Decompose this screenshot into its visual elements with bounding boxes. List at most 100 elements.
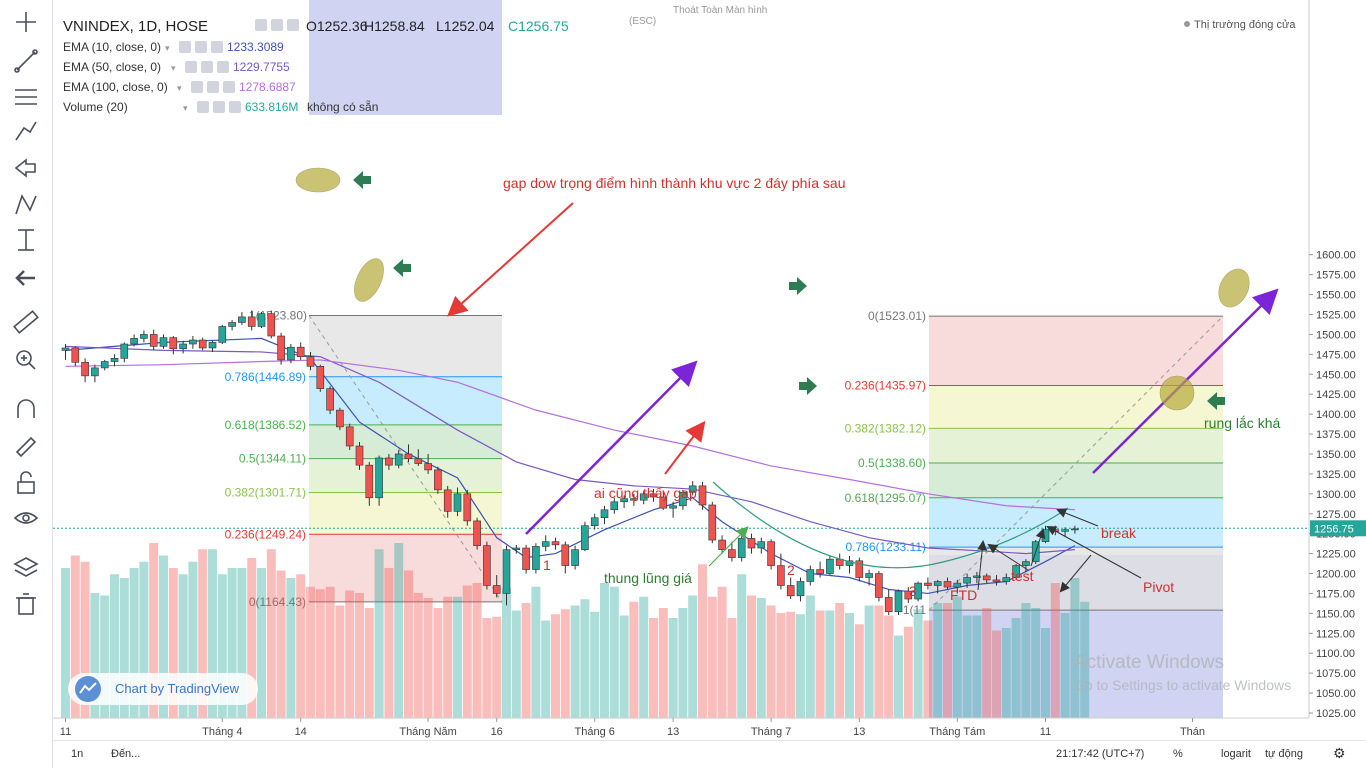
volume-bar <box>776 613 786 718</box>
highlight-ellipse <box>1218 268 1250 308</box>
volume-bar <box>874 605 884 718</box>
windows-watermark-sub: Go to Settings to activate Windows <box>1074 677 1291 693</box>
pattern-icon[interactable] <box>15 194 37 215</box>
tradingview-icon <box>79 682 97 694</box>
eye-icon[interactable] <box>13 512 39 524</box>
ema-line <box>65 337 1076 595</box>
ruler-icon[interactable] <box>13 310 39 334</box>
volume-bar <box>266 549 276 718</box>
candle <box>110 354 119 367</box>
candle <box>718 535 726 554</box>
volume-bar <box>511 610 521 718</box>
price-tick-label: 1525.00 <box>1316 310 1356 322</box>
candle <box>414 449 423 466</box>
arrow-left-shape-icon[interactable] <box>14 158 36 178</box>
horizontal-lines-icon[interactable] <box>15 89 37 105</box>
indicator-label: EMA (10, close, 0) <box>63 40 161 54</box>
chevron-down-icon: ▾ <box>183 103 188 113</box>
candle <box>306 351 315 371</box>
crosshair-icon[interactable] <box>16 12 36 32</box>
time-tick-label: 16 <box>491 726 503 738</box>
indicator-value: 1233.3089 <box>227 40 284 54</box>
candle <box>620 495 628 509</box>
candle <box>277 332 285 365</box>
volume-bar <box>413 593 423 718</box>
tradingview-logo[interactable]: Chart by TradingView <box>68 673 258 705</box>
candle <box>884 589 893 615</box>
candle <box>659 490 668 510</box>
ohlc-high: H1258.84 <box>364 18 425 34</box>
price-chart[interactable]: 1(1523.80) 0.786(1446.89) 0.618(1386.52) 0.… <box>53 0 1366 740</box>
symbol-title[interactable]: VNINDEX, 1D, HOSE <box>63 18 208 35</box>
volume-bar <box>600 583 609 718</box>
volume-bar <box>923 620 933 718</box>
candle <box>786 577 795 600</box>
indicator-label: EMA (100, close, 0) <box>63 80 168 94</box>
volume-bar <box>658 608 668 718</box>
price-tick-label: 1200.00 <box>1316 569 1356 581</box>
indicator-action-icon <box>213 101 225 113</box>
lock-icon[interactable] <box>17 471 35 494</box>
fullscreen-hint[interactable]: Thoát Toàn Màn hình <box>673 5 767 16</box>
range-1n-button[interactable]: 1n <box>71 748 84 760</box>
fib-right-zone <box>929 547 1223 611</box>
lock-drawing-icon[interactable] <box>15 436 37 458</box>
goto-date-button[interactable]: Đến... <box>111 748 141 760</box>
volume-bar <box>894 635 903 718</box>
path-icon[interactable] <box>15 121 37 141</box>
settings-gear-icon[interactable]: ⚙ <box>1333 745 1346 761</box>
candle <box>806 565 815 586</box>
candle <box>933 579 942 594</box>
indicator-label: EMA (50, close, 0) <box>63 60 161 74</box>
price-tick-label: 1400.00 <box>1316 409 1356 421</box>
candle <box>973 571 981 584</box>
volume-bar <box>276 570 286 718</box>
fib-left-level-label: 0(1164.43) <box>249 595 306 609</box>
volume-bar <box>551 614 560 718</box>
volume-bar <box>1001 628 1011 718</box>
price-tick-label: 1175.00 <box>1316 588 1355 600</box>
fib-right-level-label: 0.618(1295.07) <box>845 491 926 505</box>
fib-right-trend <box>928 315 1224 611</box>
note-thung-lung: thung lũng giá <box>604 570 692 586</box>
trend-line-icon[interactable] <box>14 49 38 73</box>
fib-right-level-label: 0(1523.01) <box>868 309 926 323</box>
candle <box>473 517 481 550</box>
projection-icon[interactable] <box>18 229 34 251</box>
candle <box>826 555 834 576</box>
volume-bar <box>649 618 658 718</box>
volume-bar <box>835 603 845 718</box>
volume-bar <box>678 608 688 718</box>
arrow-thung-lung <box>708 526 749 567</box>
candle <box>257 312 266 329</box>
candle <box>267 310 276 339</box>
volume-bar <box>992 630 1001 718</box>
indicator-action-icon <box>195 41 207 53</box>
volume-bar <box>952 596 962 718</box>
back-arrow-icon[interactable] <box>15 270 35 286</box>
valley-curve <box>712 481 1069 569</box>
volume-bar <box>443 596 453 718</box>
auto-toggle[interactable]: tự động <box>1265 748 1303 760</box>
price-tick-label: 1275.00 <box>1316 509 1356 521</box>
volume-bar <box>1050 583 1060 718</box>
marker-arrow-left <box>1207 392 1225 410</box>
zoom-in-icon[interactable] <box>16 350 36 370</box>
layers-icon[interactable] <box>13 557 39 577</box>
volume-bar <box>492 616 502 718</box>
volume-bar <box>717 586 727 718</box>
arrow-test-2 <box>1030 528 1046 567</box>
percent-toggle[interactable]: % <box>1173 748 1183 760</box>
time-tick-label: Tháng 7 <box>751 726 791 738</box>
volume-bar <box>639 596 649 718</box>
candle <box>483 541 491 590</box>
time-tick-label: 11 <box>60 726 71 738</box>
price-tick-label: 1100.00 <box>1316 648 1355 660</box>
volume-bar <box>188 561 198 718</box>
fullscreen-key: (ESC) <box>629 16 656 27</box>
fib-right-level-label: 0.5(1338.60) <box>858 456 926 470</box>
volume-bar <box>472 583 482 718</box>
trash-icon[interactable] <box>16 593 36 615</box>
log-toggle[interactable]: logarit <box>1221 748 1251 760</box>
magnet-icon[interactable] <box>17 399 35 418</box>
